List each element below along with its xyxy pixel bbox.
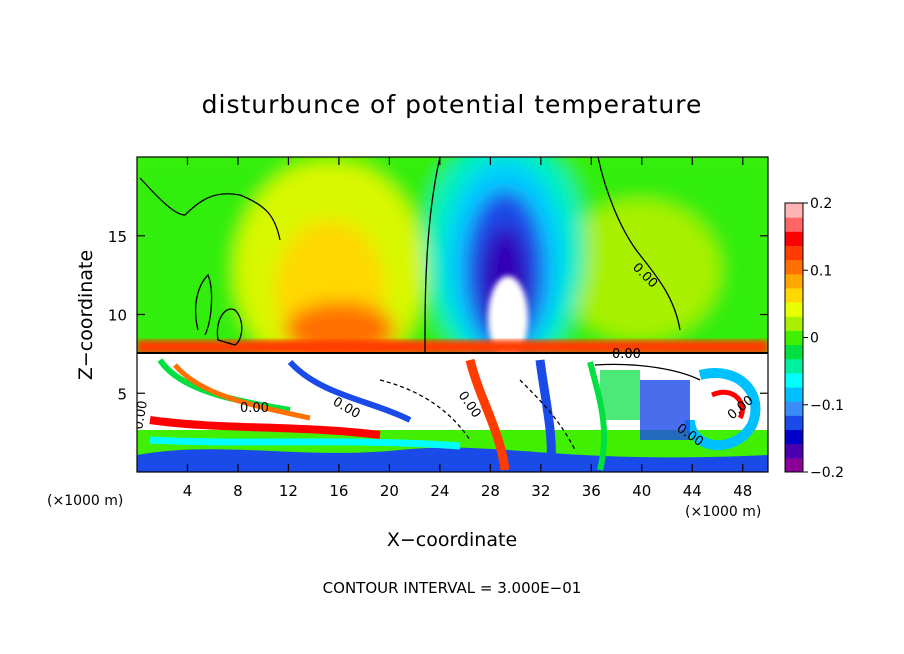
- chart-title: disturbunce of potential temperature: [202, 90, 703, 119]
- contour-lower-3: [594, 363, 701, 381]
- lower-band-blue: [137, 447, 768, 472]
- plume-red: [465, 358, 510, 471]
- lower-band-red: [149, 416, 381, 439]
- bubble-right: [685, 368, 761, 451]
- field-interface-red: [137, 340, 768, 354]
- x-tick-label: 28: [481, 482, 500, 500]
- blob-green-right: [600, 370, 640, 420]
- blob-blue-right: [640, 380, 690, 440]
- x-tick-label: 40: [632, 482, 651, 500]
- colorbar-tick-label: 0.1: [810, 263, 832, 279]
- x-tick-label: 32: [531, 482, 550, 500]
- plot-area: 0.00 0.00 0.00 0.00 0.00 0.00 0.00 0.00: [137, 157, 768, 472]
- colorbar-segment: [785, 302, 803, 317]
- colorbar-segment: [785, 372, 803, 388]
- lower-band-cyan: [149, 436, 461, 450]
- colorbar-segment: [785, 217, 803, 232]
- y-tick-label: 10: [108, 307, 127, 325]
- contour-zero-left: [139, 177, 281, 241]
- colorbar-segment: [785, 273, 803, 289]
- colorbar-tick-label: −0.2: [810, 465, 844, 481]
- colorbar-tick-label: −0.1: [810, 398, 844, 414]
- colorbar-segment: [785, 457, 803, 473]
- colorbar-segment: [785, 387, 803, 402]
- x-tick-label: 20: [380, 482, 399, 500]
- contour-zero-plume-right: [597, 157, 681, 331]
- swirl-left-outer: [173, 363, 311, 421]
- y-tick-label: 15: [108, 228, 127, 246]
- plume-blue: [535, 359, 556, 471]
- colorbar-segment: [785, 203, 803, 218]
- contour-label: 0.00: [612, 347, 641, 362]
- colorbar-segment: [785, 316, 803, 331]
- x-unit-right: (×1000 m): [685, 504, 761, 520]
- colorbar-segment: [785, 401, 803, 416]
- field-warm-right: [560, 200, 720, 340]
- colorbar-segment: [785, 358, 803, 374]
- x-tick-label: 16: [329, 482, 348, 500]
- colorbar-segment: [785, 245, 803, 261]
- x-axis-ticks: 4 8 12 16 20 24 28 32 36 40 44 48: [183, 157, 752, 500]
- contour-closed-2: [194, 273, 213, 336]
- x-tick-label: 24: [430, 482, 449, 500]
- colorbar-tick-label: 0.2: [810, 196, 832, 212]
- y-axis-label: Z−coordinate: [75, 250, 97, 380]
- x-unit-left: (×1000 m): [47, 493, 123, 509]
- colorbar-segment: [785, 429, 803, 445]
- colorbar-segment: [785, 330, 803, 346]
- colorbar-tick-label: 0: [810, 331, 819, 347]
- x-tick-label: 4: [183, 482, 193, 500]
- colorbar-segment: [785, 415, 803, 431]
- swirl-mid: [287, 359, 412, 423]
- x-axis-label: X−coordinate: [387, 529, 517, 551]
- colorbar-segment: [785, 443, 803, 459]
- colorbar-segment: [785, 287, 803, 303]
- contour-closed-1: [216, 308, 243, 346]
- contour-lower-2: [519, 379, 576, 451]
- x-tick-label: 44: [683, 482, 702, 500]
- colorbar: 0.2 0.1 0 −0.1 −0.2: [784, 196, 844, 481]
- bubble-right-inner: [711, 389, 745, 420]
- colorbar-segment: [785, 259, 803, 275]
- contour-zero-plume-left: [424, 157, 441, 352]
- contour-lines: [137, 157, 768, 451]
- contour-label: 0.00: [240, 401, 269, 416]
- x-tick-label: 48: [733, 482, 752, 500]
- x-tick-label: 12: [279, 482, 298, 500]
- colorbar-segment: [785, 344, 803, 360]
- y-axis-ticks: 5 10 15: [108, 228, 768, 403]
- contour-lower-1: [379, 379, 471, 441]
- y-tick-label: 5: [117, 385, 127, 403]
- lower-layer: [137, 354, 768, 472]
- colorbar-segment: [785, 231, 803, 246]
- x-tick-label: 36: [582, 482, 601, 500]
- field-white-core: [488, 276, 528, 360]
- contour-interval-footer: CONTOUR INTERVAL = 3.000E−01: [323, 579, 582, 597]
- x-tick-label: 8: [233, 482, 243, 500]
